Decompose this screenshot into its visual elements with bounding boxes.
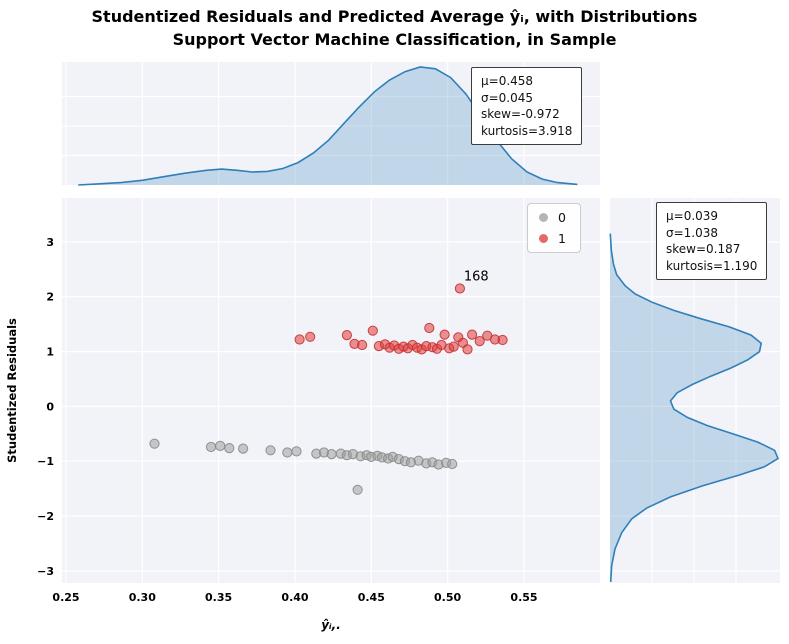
scatter-point-class0 — [224, 443, 235, 454]
stats-box-top: μ=0.458 σ=0.045 skew=-0.972 kurtosis=3.9… — [471, 67, 583, 145]
scatter-point-class0 — [352, 484, 363, 495]
stats-top-kurtosis: kurtosis=3.918 — [481, 123, 573, 138]
x-tick-label: 0.30 — [129, 591, 156, 604]
scatter-point-class0 — [326, 449, 337, 460]
scatter-point-class1 — [467, 329, 478, 340]
scatter-point-class0 — [447, 458, 458, 470]
scatter-point-class0 — [215, 440, 226, 451]
legend: 0 1 — [527, 203, 581, 253]
top-kde-area — [78, 67, 578, 185]
point-annotation: 168 — [464, 270, 489, 285]
scatter-point-class0 — [265, 445, 276, 456]
y-tick-label: −3 — [37, 565, 54, 578]
chart-title-line1: Studentized Residuals and Predicted Aver… — [91, 7, 698, 26]
y-tick-label: 1 — [46, 346, 54, 359]
legend-label-class0: 0 — [558, 210, 566, 225]
scatter-point-class0 — [205, 441, 217, 453]
y-axis-label: Studentized Residuals — [5, 318, 19, 463]
x-tick-label: 0.40 — [281, 591, 308, 604]
legend-label-class1: 1 — [558, 231, 566, 246]
legend-item-class0: 0 — [539, 210, 566, 225]
right-kde-area — [610, 233, 778, 582]
scatter-point-class1 — [305, 331, 316, 342]
scatter-point-class1 — [497, 334, 508, 346]
y-tick-label: 2 — [46, 291, 54, 304]
chart-title-line2: Support Vector Machine Classification, i… — [172, 30, 617, 49]
main-panel — [62, 198, 600, 583]
y-tick-label: −2 — [37, 510, 54, 523]
stats-right-sigma: σ=1.038 — [666, 225, 719, 240]
x-tick-label: 0.45 — [358, 591, 385, 604]
chart-title: Studentized Residuals and Predicted Aver… — [0, 5, 789, 51]
stats-top-mu: μ=0.458 — [481, 74, 534, 88]
legend-marker-class1-icon — [539, 234, 548, 243]
y-tick-label: 3 — [46, 236, 54, 249]
scatter-point-class1 — [294, 334, 305, 345]
scatter-point-class1 — [357, 339, 368, 351]
stats-box-right: μ=0.039 σ=1.038 skew=0.187 kurtosis=1.19… — [656, 202, 768, 280]
y-tick-label: 0 — [46, 400, 54, 413]
y-tick-label: −1 — [37, 455, 54, 468]
right-kde-curve — [609, 233, 780, 582]
scatter-point-class1 — [424, 322, 435, 334]
scatter-point-class0 — [291, 446, 302, 457]
scatter-point-class1 — [454, 283, 465, 294]
stats-top-sigma: σ=0.045 — [481, 90, 534, 105]
x-tick-label: 0.25 — [52, 591, 79, 604]
scatter-point-class1 — [439, 329, 450, 340]
legend-item-class1: 1 — [539, 231, 566, 246]
stats-top-skew: skew=-0.972 — [481, 107, 560, 121]
x-axis-label: ŷᵢ,. — [321, 618, 341, 632]
stats-right-kurtosis: kurtosis=1.190 — [666, 258, 758, 273]
scatter-point-class1 — [367, 325, 378, 336]
scatter-point-class1 — [448, 341, 459, 352]
scatter-point-class0 — [149, 438, 160, 449]
legend-marker-class0-icon — [539, 213, 548, 222]
scatter-point-class1 — [462, 344, 473, 355]
x-tick-label: 0.35 — [205, 591, 232, 604]
stats-right-mu: μ=0.039 — [666, 209, 719, 223]
scatter-point-class1 — [341, 330, 352, 341]
scatter-point-class1 — [474, 336, 485, 347]
x-tick-label: 0.50 — [434, 591, 461, 604]
x-tick-label: 0.55 — [510, 591, 537, 604]
stats-right-skew: skew=0.187 — [666, 242, 741, 256]
scatter-point-class0 — [238, 443, 249, 454]
scatter-point-class0 — [282, 447, 293, 458]
